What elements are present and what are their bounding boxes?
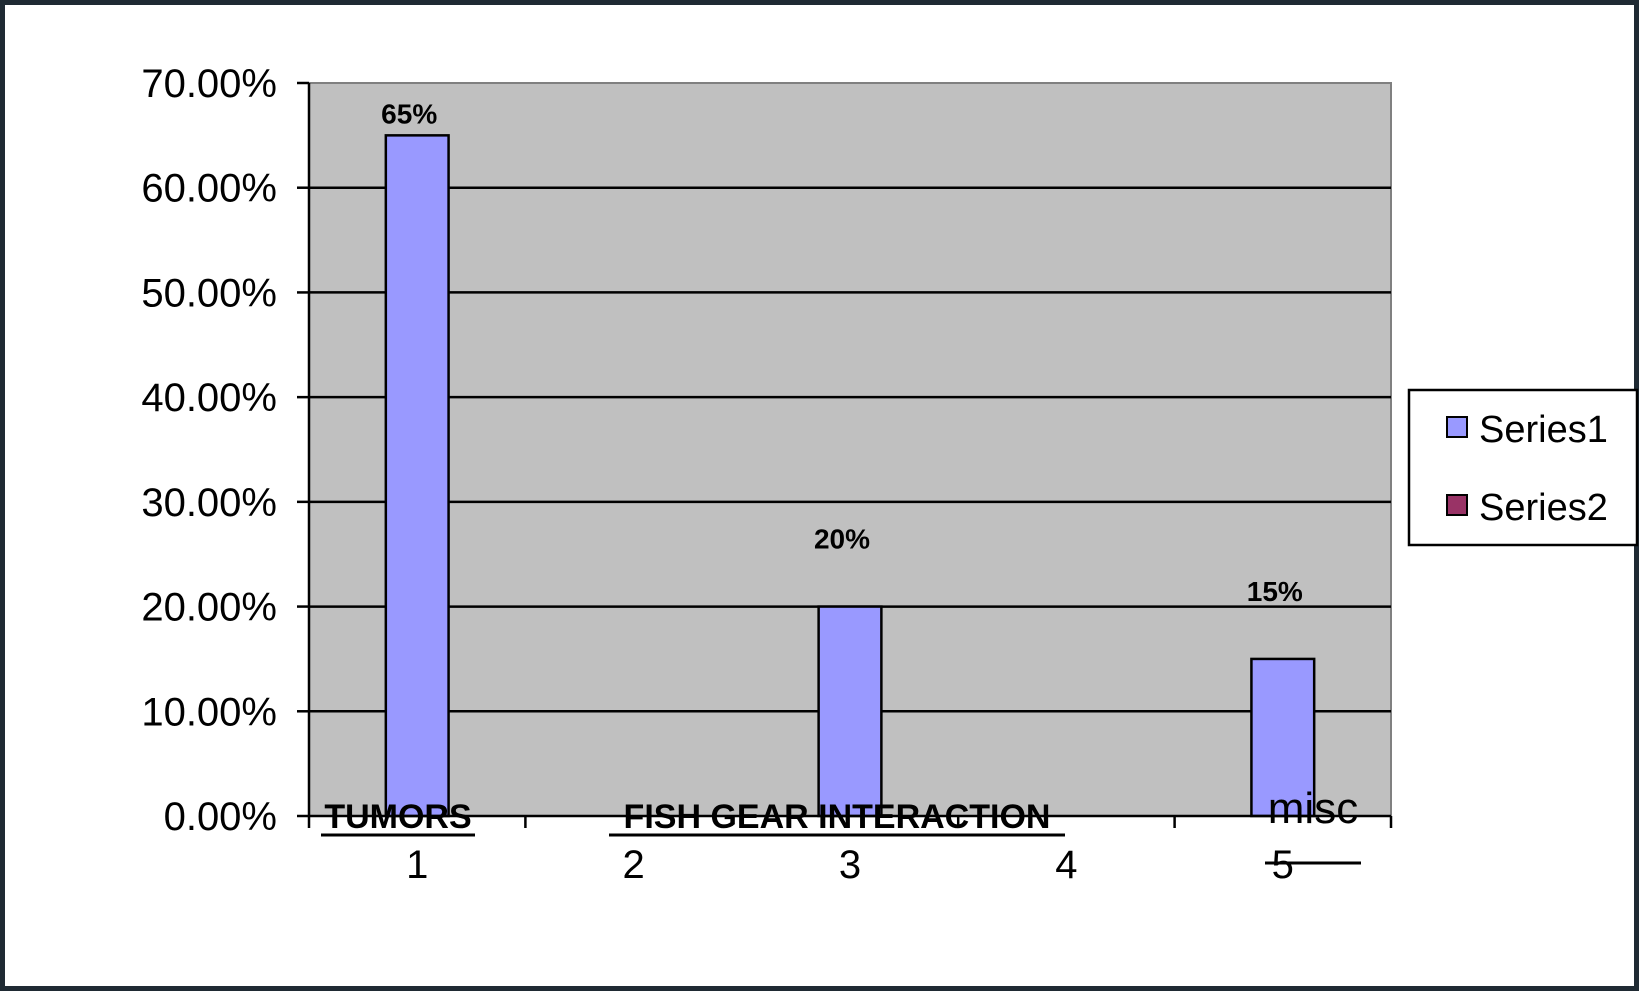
bar-series1-1 <box>384 134 450 818</box>
category-annotation: FISH GEAR INTERACTION <box>624 798 1051 836</box>
x-tick-label: 1 <box>406 843 428 887</box>
x-tick-label: 2 <box>622 843 644 887</box>
y-tick-label: 60.00% <box>141 167 277 211</box>
y-tick-label: 20.00% <box>141 586 277 630</box>
y-tick-label: 0.00% <box>164 795 277 839</box>
legend-label-series2: Series2 <box>1479 487 1608 529</box>
category-annotation: misc <box>1268 784 1358 833</box>
category-annotation: TUMORS <box>324 798 471 836</box>
bar-series1-5 <box>1250 657 1316 818</box>
y-tick-label: 50.00% <box>141 271 277 315</box>
data-label: 15% <box>1247 576 1303 607</box>
y-tick-label: 70.00% <box>141 62 277 106</box>
bar-series1-3 <box>817 605 883 818</box>
x-tick-label: 3 <box>839 843 861 887</box>
y-tick-label: 40.00% <box>141 376 277 420</box>
data-label: 65% <box>381 98 437 129</box>
legend-label-series1: Series1 <box>1479 409 1608 451</box>
bar-chart: 0.00% 10.00% 20.00% 30.00% 40.00% 50.00% 60.00… <box>141 62 1639 887</box>
data-label: 20% <box>814 524 870 555</box>
legend-swatch-series2 <box>1446 494 1468 516</box>
legend-swatch-series1 <box>1446 416 1468 438</box>
y-tick-label: 10.00% <box>141 690 277 734</box>
y-tick-label: 30.00% <box>141 481 277 525</box>
x-tick-label: 4 <box>1055 843 1077 887</box>
legend <box>1407 388 1639 547</box>
x-tick-label: 5 <box>1272 843 1294 887</box>
